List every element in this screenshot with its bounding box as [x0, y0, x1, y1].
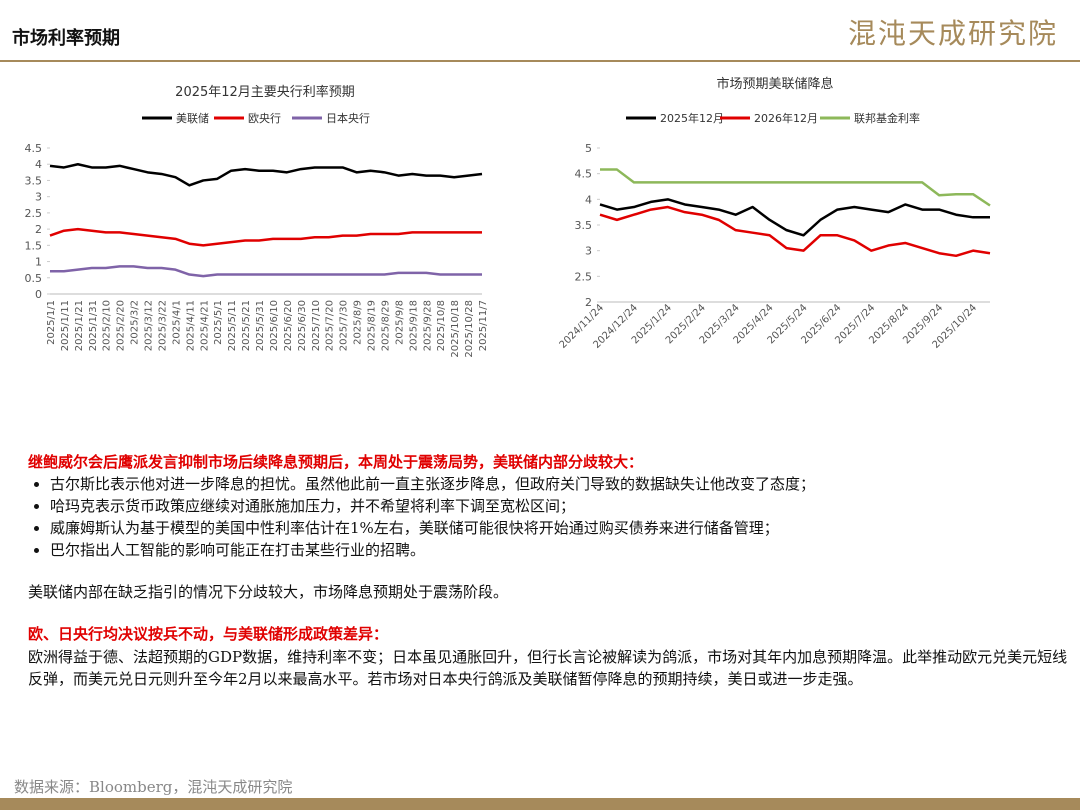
legend-label: 2026年12月	[754, 111, 818, 125]
legend-label: 联邦基金利率	[854, 111, 920, 125]
y-tick-label: 3	[35, 191, 42, 204]
series-line	[49, 162, 483, 187]
y-tick-label: 1	[35, 256, 42, 269]
bullet: 哈玛克表示货币政策应继续对通胀施加压力，并不希望将利率下调至宽松区间；	[50, 495, 1080, 517]
x-tick-label: 2025/4/21	[199, 300, 210, 351]
summary: 美联储内部在缺乏指引的情况下分歧较大，市场降息预期处于震荡阶段。	[28, 583, 509, 601]
y-tick-label: 2	[585, 296, 592, 309]
chart-title: 市场预期美联储降息	[716, 76, 833, 92]
y-tick-label: 4	[35, 158, 42, 171]
x-tick-label: 2025/4/11	[185, 300, 196, 351]
legend-label: 欧央行	[248, 112, 281, 125]
bullet-list: 古尔斯比表示他对进一步降息的担忧。虽然他此前一直主张逐步降息，但政府关门导致的数…	[28, 473, 1080, 561]
series-line	[50, 265, 482, 278]
x-tick-label: 2025/11/7	[478, 300, 489, 351]
x-tick-label: 2025/3/2	[130, 300, 141, 345]
page-title: 市场利率预期	[12, 28, 120, 49]
x-tick-label: 2025/6/10	[269, 300, 280, 351]
legend-label: 美联储	[176, 111, 209, 125]
x-tick-label: 2025/8/29	[380, 300, 391, 351]
x-tick-label: 2025/7/10	[311, 300, 322, 351]
x-tick-label: 2025/9/28	[422, 300, 433, 351]
x-tick-label: 2025/9/8	[394, 300, 405, 345]
y-tick-label: 1.5	[25, 239, 43, 252]
x-tick-label: 2025/8/19	[367, 300, 378, 351]
y-tick-label: 0	[35, 288, 42, 301]
y-tick-label: 3.5	[575, 219, 593, 232]
header-rule	[0, 60, 1080, 62]
x-tick-label: 2025/2/10	[102, 300, 113, 351]
paragraph: 欧洲得益于德、法超预期的GDP数据，维持利率不变；日本虽见通胀回升，但行长言论被…	[28, 648, 1068, 688]
x-tick-label: 2025/7/30	[339, 300, 350, 351]
logo: 混沌天成研究院	[847, 17, 1058, 50]
x-tick-label: 2025/3/22	[157, 300, 168, 351]
x-tick-label: 2025/10/8	[436, 300, 447, 351]
bullet: 古尔斯比表示他对进一步降息的担忧。虽然他此前一直主张逐步降息，但政府关门导致的数…	[50, 473, 1080, 495]
y-tick-label: 2.5	[575, 270, 593, 283]
x-tick-label: 2025/10/18	[450, 300, 461, 358]
x-tick-label: 2025/6/20	[283, 300, 294, 351]
series-line	[599, 205, 991, 258]
x-tick-label: 2025/5/11	[227, 300, 238, 351]
heading: 继鲍威尔会后鹰派发言抑制市场后续降息预期后，本周处于震荡局势，美联储内部分歧较大…	[28, 453, 644, 471]
x-tick-label: 2025/6/30	[297, 300, 308, 351]
y-tick-label: 5	[585, 142, 592, 155]
x-tick-label: 2025/7/20	[325, 300, 336, 351]
x-tick-label: 2025/1/11	[60, 300, 71, 351]
x-tick-label: 2025/2/20	[116, 300, 127, 351]
x-tick-label: 2025/8/9	[353, 300, 364, 345]
series-line	[49, 227, 482, 247]
footer-bar	[0, 798, 1080, 810]
y-tick-label: 3.5	[25, 174, 43, 187]
y-tick-label: 4.5	[25, 142, 43, 155]
legend-label: 2025年12月	[660, 111, 724, 125]
x-tick-label: 2025/1/31	[88, 300, 99, 351]
y-tick-label: 4.5	[575, 168, 593, 181]
y-tick-label: 3	[585, 245, 592, 258]
heading: 欧、日央行均决议按兵不动，与美联储形成政策差异：	[28, 625, 389, 643]
x-tick-label: 2025/5/31	[255, 300, 266, 351]
series-line	[599, 198, 990, 237]
x-tick-label: 2025/1/1	[46, 300, 57, 345]
x-tick-label: 2025/4/1	[171, 300, 182, 345]
source: 数据来源：Bloomberg，混沌天成研究院	[14, 778, 293, 796]
x-tick-label: 2025/1/21	[74, 300, 85, 351]
x-tick-label: 2025/3/12	[144, 300, 155, 351]
bullet: 威廉姆斯认为基于模型的美国中性利率估计在1%左右，美联储可能很快将开始通过购买债…	[50, 517, 1080, 539]
x-tick-label: 2025/5/1	[213, 300, 224, 345]
y-tick-label: 0.5	[25, 272, 43, 285]
x-tick-label: 2025/5/21	[241, 300, 252, 351]
y-tick-label: 2	[35, 223, 42, 236]
chart-title: 2025年12月主要央行利率预期	[175, 84, 355, 100]
x-tick-label: 2025/9/18	[408, 300, 419, 351]
x-tick-label: 2025/10/28	[464, 300, 475, 358]
legend-label: 日本央行	[326, 111, 370, 125]
y-tick-label: 4	[585, 193, 592, 206]
bullet: 巴尔指出人工智能的影响可能正在打击某些行业的招聘。	[50, 539, 1080, 561]
y-tick-label: 2.5	[25, 207, 43, 220]
series-line	[600, 168, 991, 207]
